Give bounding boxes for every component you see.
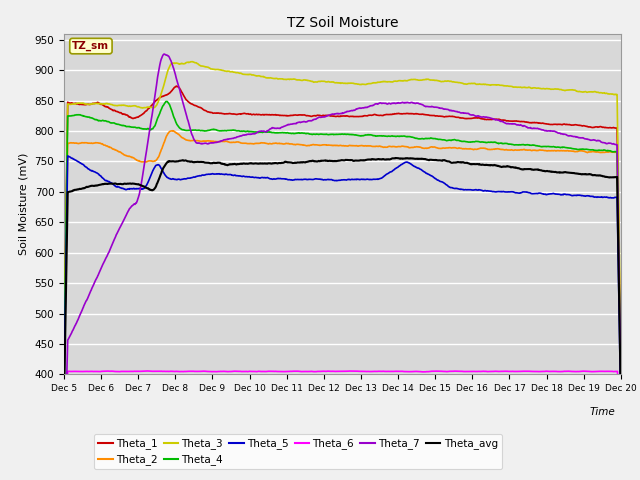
Text: Time: Time [589, 407, 615, 417]
Y-axis label: Soil Moisture (mV): Soil Moisture (mV) [19, 153, 29, 255]
Legend: Theta_1, Theta_2, Theta_3, Theta_4, Theta_5, Theta_6, Theta_7, Theta_avg: Theta_1, Theta_2, Theta_3, Theta_4, Thet… [94, 434, 502, 469]
Title: TZ Soil Moisture: TZ Soil Moisture [287, 16, 398, 30]
Text: TZ_sm: TZ_sm [72, 41, 109, 51]
